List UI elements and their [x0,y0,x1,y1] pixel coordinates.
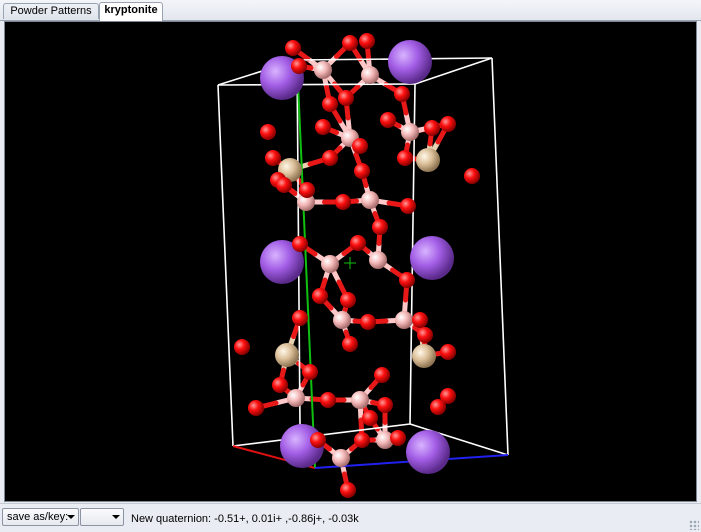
oxygen-atom [340,482,356,498]
oxygen-atom [338,90,354,106]
boron-atom [351,391,369,409]
boron-atom [333,311,351,329]
oxygen-atom [440,388,456,404]
oxygen-atom [412,312,428,328]
oxygen-atom [374,367,390,383]
oxygen-atom [292,236,308,252]
oxygen-atom [397,150,413,166]
oxygen-atom [322,96,338,112]
oxygen-atom [310,432,326,448]
oxygen-atom [380,112,396,128]
oxygen-atom [322,150,338,166]
boron-atom [361,66,379,84]
oxygen-atom [362,410,378,426]
status-bar: save as/key: New quaternion: -0.51+, 0.0… [0,503,701,532]
oxygen-atom [285,40,301,56]
oxygen-atom [440,116,456,132]
silicon-atom [275,343,299,367]
oxygen-atom [464,168,480,184]
cation-sphere [260,240,304,284]
cation-sphere [406,430,450,474]
structure-3d-viewer[interactable] [4,21,697,502]
unit-cell-edge [217,83,416,86]
chevron-down-icon [67,515,75,519]
oxygen-atom [335,194,351,210]
unit-cell-edge [414,57,493,85]
oxygen-atom [340,292,356,308]
oxygen-atom [372,219,388,235]
oxygen-atom [315,119,331,135]
boron-atom [321,255,339,273]
oxygen-atom [320,392,336,408]
save-as-key-label: save as/key: [7,511,69,523]
tab-powder-patterns[interactable]: Powder Patterns [3,3,99,19]
oxygen-atom [359,33,375,49]
oxygen-atom [390,430,406,446]
oxygen-atom [291,58,307,74]
oxygen-atom [299,182,315,198]
boron-atom [376,431,394,449]
oxygen-atom [352,138,368,154]
boron-atom [332,449,350,467]
silicon-atom [416,148,440,172]
oxygen-atom [399,272,415,288]
oxygen-atom [394,86,410,102]
oxygen-atom [292,310,308,326]
oxygen-atom [234,339,250,355]
unit-cell-edge [491,57,509,456]
oxygen-atom [354,432,370,448]
oxygen-atom [377,397,393,413]
chevron-down-icon [112,515,120,519]
oxygen-atom [248,400,264,416]
oxygen-atom [424,120,440,136]
boron-atom [395,311,413,329]
oxygen-atom [342,336,358,352]
cation-sphere [388,40,432,84]
boron-atom [287,389,305,407]
oxygen-atom [342,35,358,51]
oxygen-atom [265,150,281,166]
tab-kryptonite[interactable]: kryptonite [99,2,163,21]
resize-grip-icon[interactable] [689,520,699,530]
oxygen-atom [430,399,446,415]
unit-cell-edge [409,423,509,456]
oxygen-atom [440,344,456,360]
format-dropdown[interactable] [80,508,124,526]
oxygen-atom [276,177,292,193]
boron-atom [314,61,332,79]
boron-atom [401,123,419,141]
oxygen-atom [417,327,433,343]
b-axis-line [296,59,316,469]
status-message: New quaternion: -0.51+, 0.01i+ ,-0.86j+,… [131,513,359,525]
oxygen-atom [354,163,370,179]
oxygen-atom [350,235,366,251]
unit-cell-edge [217,84,234,447]
crystal-structure-render[interactable] [5,22,696,501]
boron-atom [361,191,379,209]
tab-bar: Powder Patterns kryptonite [0,0,701,21]
oxygen-atom [260,124,276,140]
oxygen-atom [360,314,376,330]
boron-atom [369,251,387,269]
oxygen-atom [302,364,318,380]
silicon-atom [412,344,436,368]
oxygen-atom [272,377,288,393]
oxygen-atom [400,198,416,214]
save-as-key-dropdown[interactable]: save as/key: [2,508,79,526]
cation-sphere [410,236,454,280]
boron-atom [297,193,315,211]
oxygen-atom [312,288,328,304]
